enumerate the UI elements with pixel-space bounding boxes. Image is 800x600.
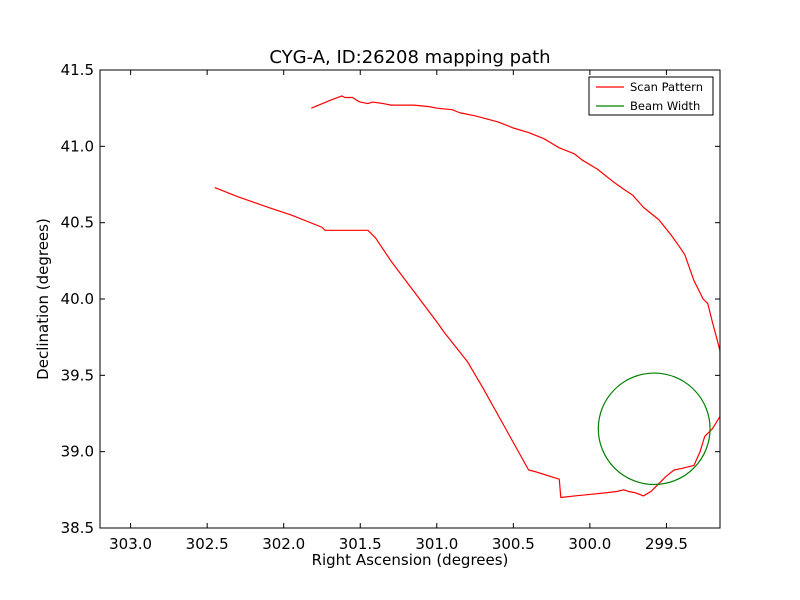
y-tick-label: 40.5 xyxy=(61,214,94,232)
y-tick-label: 41.5 xyxy=(61,61,94,79)
x-tick-label: 299.5 xyxy=(645,535,688,553)
x-axis-label: Right Ascension (degrees) xyxy=(312,551,509,569)
x-axis-ticks: 303.0 302.5 302.0 301.5 301.0 300.5 300.0 299.5 xyxy=(109,70,688,553)
y-tick-label: 39.5 xyxy=(61,366,94,384)
plot-area xyxy=(100,70,720,528)
x-tick-label: 303.0 xyxy=(109,535,152,553)
legend-label-beam-width: Beam Width xyxy=(630,99,700,113)
y-tick-label: 38.5 xyxy=(61,519,94,537)
x-tick-label: 302.5 xyxy=(186,535,229,553)
scan-pattern-line xyxy=(214,95,720,499)
x-tick-label: 300.5 xyxy=(492,535,535,553)
y-tick-label: 41.0 xyxy=(61,137,94,155)
y-axis-ticks: 38.5 39.0 39.5 40.0 40.5 41.0 41.5 xyxy=(61,61,720,537)
chart-title: CYG-A, ID:26208 mapping path xyxy=(269,47,550,68)
x-tick-label: 302.0 xyxy=(262,535,305,553)
y-axis-label: Declination (degrees) xyxy=(34,218,52,380)
x-tick-label: 300.0 xyxy=(568,535,611,553)
beam-width-circle xyxy=(597,372,711,486)
x-tick-label: 301.0 xyxy=(415,535,458,553)
legend-box xyxy=(588,76,714,116)
legend-label-scan-pattern: Scan Pattern xyxy=(630,80,703,94)
y-tick-label: 40.0 xyxy=(61,290,94,308)
plot-frame xyxy=(99,69,721,529)
plot-content xyxy=(214,95,720,499)
legend: Scan Pattern Beam Width xyxy=(588,76,714,116)
y-tick-label: 39.0 xyxy=(61,443,94,461)
x-tick-label: 301.5 xyxy=(339,535,382,553)
